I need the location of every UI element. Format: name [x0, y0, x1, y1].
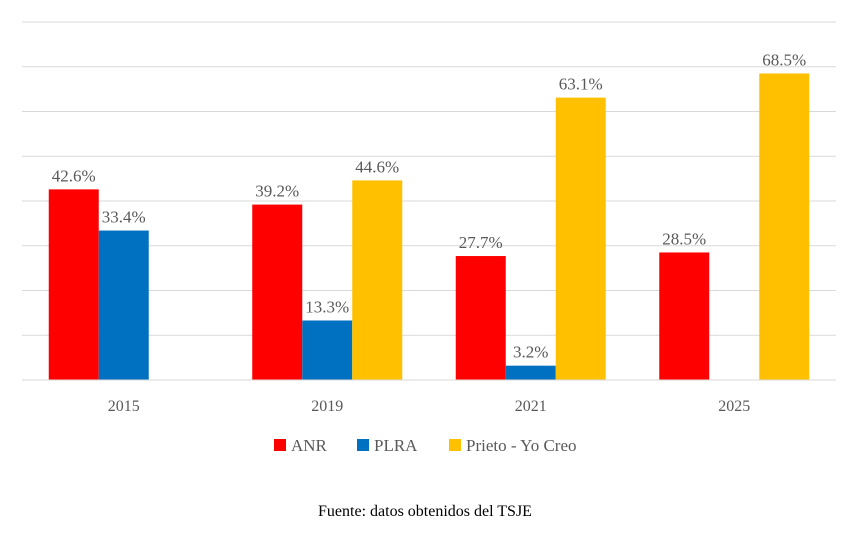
bar: [759, 73, 810, 381]
data-label: 68.5%: [762, 50, 806, 69]
legend-label: PLRA: [374, 436, 418, 455]
x-axis-ticks: 2015 2019 2021 2025: [108, 398, 751, 415]
source-note: Fuente: datos obtenidos del TSJE: [318, 503, 532, 520]
x-tick-label: 2015: [108, 398, 140, 415]
bars: [48, 73, 810, 381]
bar: [455, 256, 506, 380]
x-tick-label: 2019: [311, 398, 343, 415]
bar-chart: 42.6% 33.4% 39.2% 13.3% 44.6% 27.7% 3.2% 63.1% 2…: [22, 21, 836, 455]
x-tick-label: 2021: [515, 398, 547, 415]
legend-label: Prieto - Yo Creo: [466, 436, 577, 455]
legend-swatch: [274, 439, 286, 451]
legend: ANR PLRA Prieto - Yo Creo: [274, 436, 577, 455]
bar: [659, 252, 710, 380]
value-labels: 42.6% 33.4% 39.2% 13.3% 44.6% 27.7% 3.2% 63.1% 2…: [52, 50, 806, 361]
legend-swatch: [449, 439, 461, 451]
bar: [352, 180, 403, 380]
data-label: 27.7%: [459, 233, 503, 252]
x-tick-label: 2025: [718, 398, 750, 415]
chart-frame: 42.6% 33.4% 39.2% 13.3% 44.6% 27.7% 3.2% 63.1% 2…: [22, 21, 836, 455]
legend-swatch: [357, 439, 369, 451]
data-label: 3.2%: [513, 343, 548, 362]
bar: [505, 365, 556, 380]
bar: [252, 204, 303, 380]
bar: [302, 320, 353, 380]
data-label: 13.3%: [305, 297, 349, 316]
bar: [48, 189, 99, 380]
bar: [98, 230, 149, 380]
data-label: 28.5%: [662, 229, 706, 248]
data-label: 42.6%: [52, 166, 96, 185]
gridlines: [22, 21, 836, 336]
data-label: 33.4%: [102, 208, 146, 227]
data-label: 39.2%: [255, 182, 299, 201]
data-label: 44.6%: [355, 157, 399, 176]
legend-label: ANR: [291, 436, 328, 455]
bar: [555, 97, 606, 380]
data-label: 63.1%: [559, 75, 603, 94]
